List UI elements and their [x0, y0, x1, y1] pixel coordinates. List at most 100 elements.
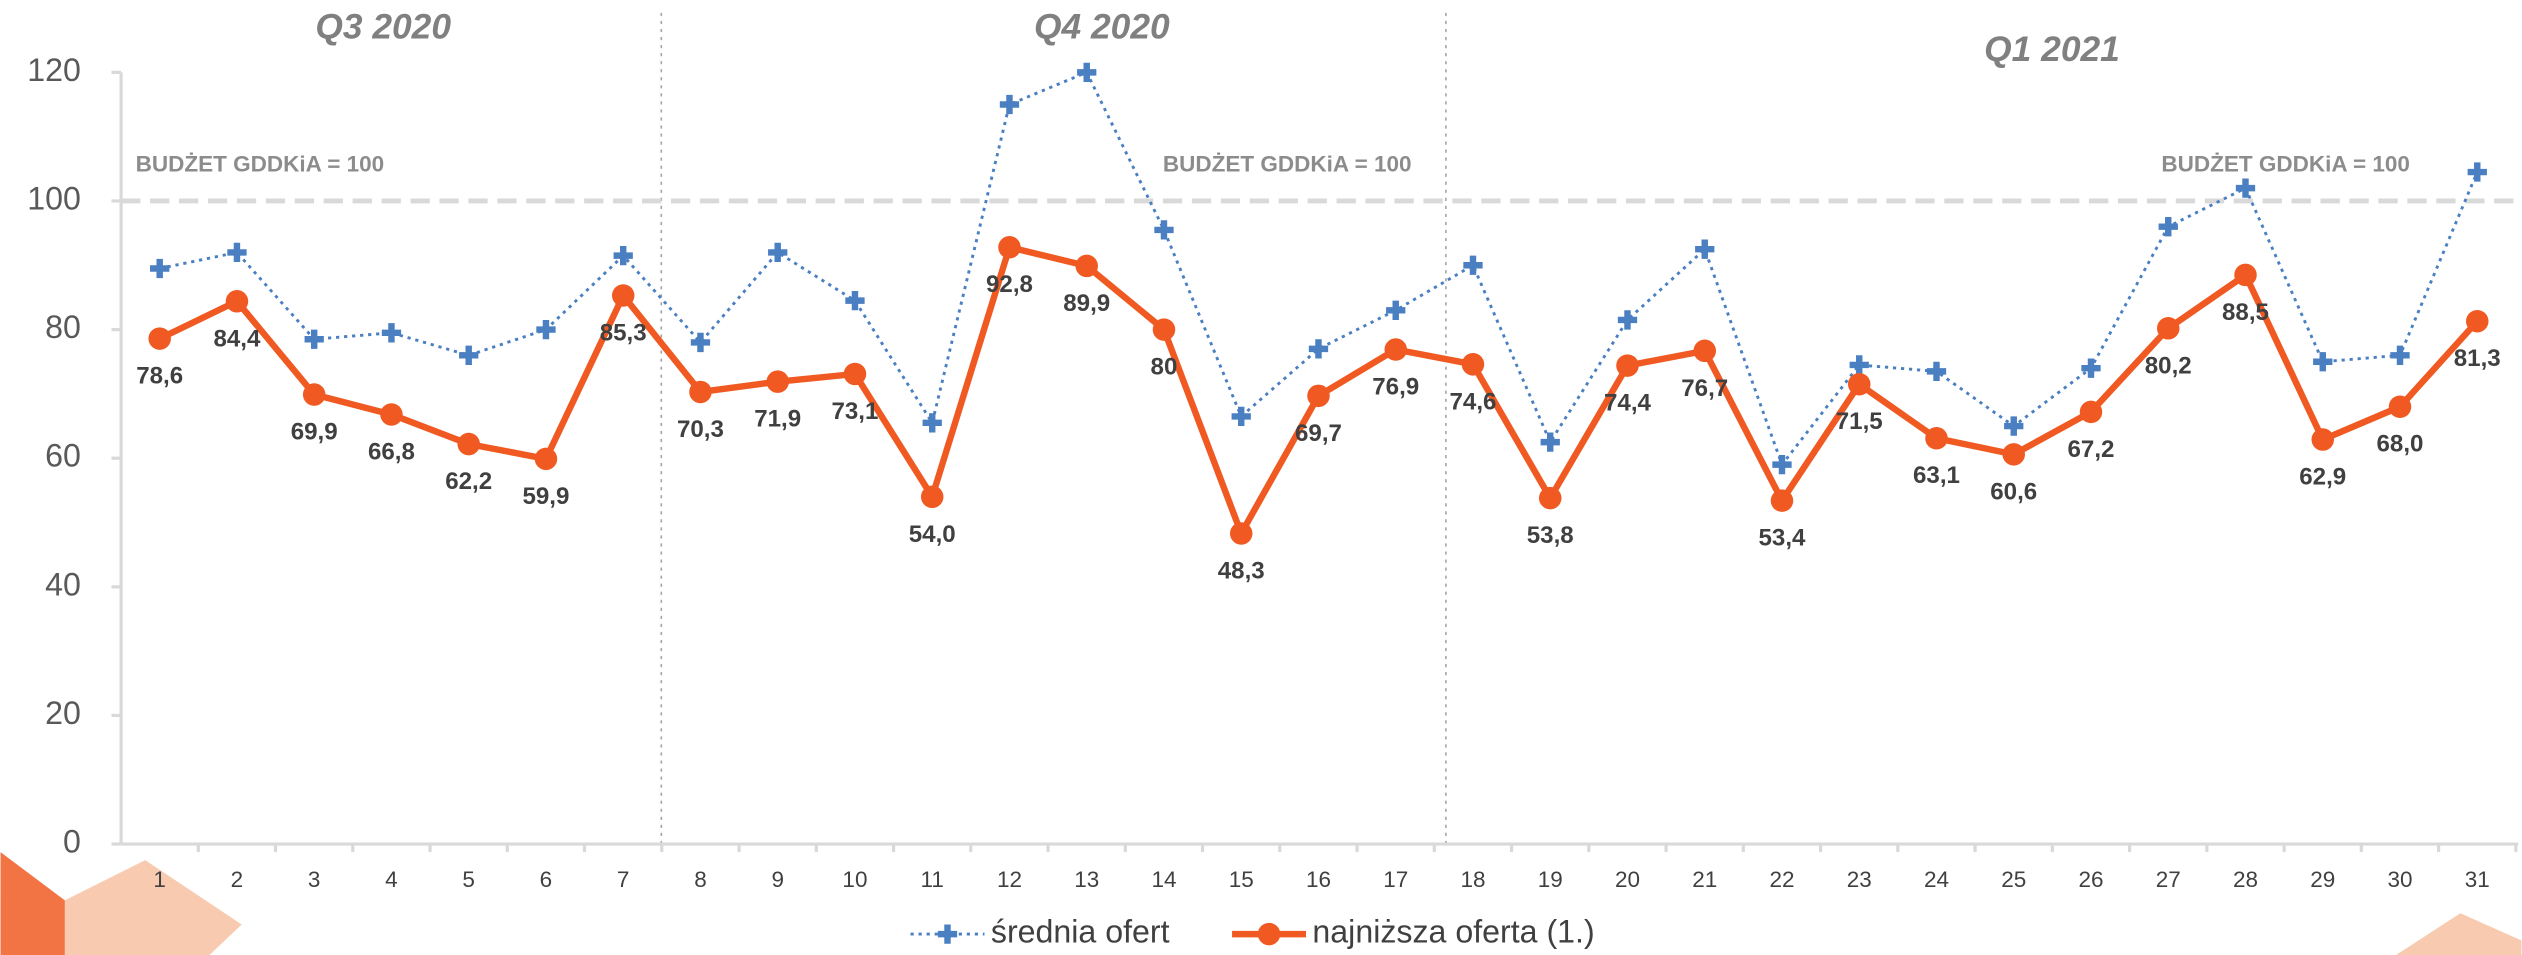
- data-label: 71,9: [754, 406, 801, 433]
- x-tick-label: 24: [1924, 867, 1949, 892]
- reference-label: BUDŻET GDDKiA = 100: [136, 152, 385, 177]
- marker: [2156, 317, 2180, 340]
- marker: [381, 323, 402, 343]
- marker: [1154, 220, 1174, 240]
- marker: [536, 319, 556, 340]
- marker: [225, 290, 249, 313]
- data-label: 68,0: [2377, 431, 2424, 458]
- data-label: 80,2: [2145, 352, 2192, 379]
- data-label: 63,1: [1913, 462, 1960, 489]
- x-tick-label: 16: [1306, 867, 1331, 892]
- marker: [2004, 416, 2024, 436]
- x-tick-label: 27: [2156, 867, 2181, 892]
- decoration: [0, 852, 65, 955]
- marker: [380, 403, 403, 426]
- data-label: 69,9: [291, 419, 338, 446]
- marker: [1461, 353, 1485, 376]
- quarter-label: Q1 2021: [1984, 30, 2120, 69]
- x-tick-label: 14: [1151, 867, 1176, 892]
- marker: [1463, 255, 1483, 275]
- x-tick-label: 5: [462, 867, 475, 892]
- x-tick-label: 3: [308, 867, 321, 892]
- data-label: 59,9: [522, 483, 569, 510]
- x-tick-label: 9: [771, 867, 784, 892]
- legend-label: średnia ofert: [991, 914, 1170, 950]
- x-tick-label: 31: [2465, 867, 2490, 892]
- legend-marker: [1257, 922, 1281, 946]
- x-tick-label: 23: [1847, 867, 1872, 892]
- marker: [2079, 400, 2103, 424]
- marker: [304, 329, 324, 349]
- data-label: 54,0: [909, 521, 956, 548]
- marker: [1308, 339, 1329, 359]
- x-tick-label: 10: [842, 867, 867, 892]
- data-label: 70,3: [677, 416, 724, 443]
- marker: [457, 432, 480, 456]
- marker: [1847, 372, 1871, 396]
- marker: [2235, 178, 2256, 198]
- marker: [998, 236, 1021, 259]
- marker: [1075, 254, 1098, 278]
- marker: [1693, 339, 1716, 363]
- marker: [1770, 489, 1794, 512]
- data-label: 92,8: [986, 271, 1033, 298]
- x-tick-label: 8: [694, 867, 707, 892]
- marker: [150, 258, 170, 279]
- data-label: 85,3: [600, 319, 647, 346]
- x-tick-label: 21: [1692, 867, 1717, 892]
- decoration: [64, 860, 242, 955]
- marker: [2467, 162, 2487, 182]
- marker: [1386, 300, 1406, 320]
- x-tick-label: 7: [617, 867, 630, 892]
- marker: [1152, 318, 1176, 341]
- x-tick-label: 29: [2310, 867, 2335, 892]
- marker: [1229, 522, 1253, 545]
- x-tick-label: 6: [540, 867, 553, 892]
- marker: [227, 242, 247, 263]
- data-label: 69,7: [1295, 420, 1342, 447]
- data-label: 53,4: [1759, 525, 1807, 552]
- y-tick-label: 60: [45, 438, 81, 474]
- data-label: 74,6: [1450, 388, 1497, 415]
- legend-label: najniższa oferta (1.): [1312, 914, 1594, 950]
- x-tick-label: 1: [153, 867, 166, 892]
- marker: [1617, 310, 1638, 330]
- data-label: 62,2: [445, 468, 492, 495]
- y-tick-label: 80: [45, 309, 81, 345]
- marker: [1616, 354, 1639, 377]
- data-label: 48,3: [1218, 557, 1265, 584]
- reference-label: BUDŻET GDDKiA = 100: [1163, 152, 1412, 177]
- marker: [920, 485, 944, 509]
- marker: [1849, 355, 1869, 375]
- data-label: 89,9: [1063, 290, 1110, 317]
- decoration: [2396, 913, 2522, 955]
- marker: [611, 284, 635, 307]
- marker: [302, 383, 326, 406]
- data-label: 84,4: [213, 325, 261, 352]
- quarter-label: Q4 2020: [1034, 7, 1170, 46]
- marker: [1926, 361, 1947, 382]
- marker: [1384, 338, 1407, 361]
- quarter-label: Q3 2020: [315, 7, 451, 46]
- x-tick-label: 13: [1074, 867, 1099, 892]
- data-label: 78,6: [136, 363, 183, 390]
- data-label: 81,3: [2454, 345, 2501, 372]
- marker: [1540, 432, 1560, 452]
- data-label: 62,9: [2299, 464, 2346, 491]
- marker: [937, 924, 958, 944]
- data-label: 71,5: [1836, 408, 1883, 435]
- marker: [148, 327, 171, 350]
- x-tick-label: 2: [231, 867, 244, 892]
- marker: [2234, 263, 2257, 287]
- data-label: 53,8: [1527, 522, 1574, 549]
- y-tick-label: 120: [27, 52, 81, 88]
- data-label: 74,4: [1604, 390, 1652, 417]
- data-label: 88,5: [2222, 299, 2269, 326]
- x-tick-label: 17: [1383, 867, 1408, 892]
- y-tick-label: 40: [45, 566, 81, 602]
- marker: [2313, 352, 2333, 372]
- marker: [922, 413, 942, 433]
- marker: [2466, 309, 2489, 333]
- y-tick-label: 0: [63, 824, 81, 860]
